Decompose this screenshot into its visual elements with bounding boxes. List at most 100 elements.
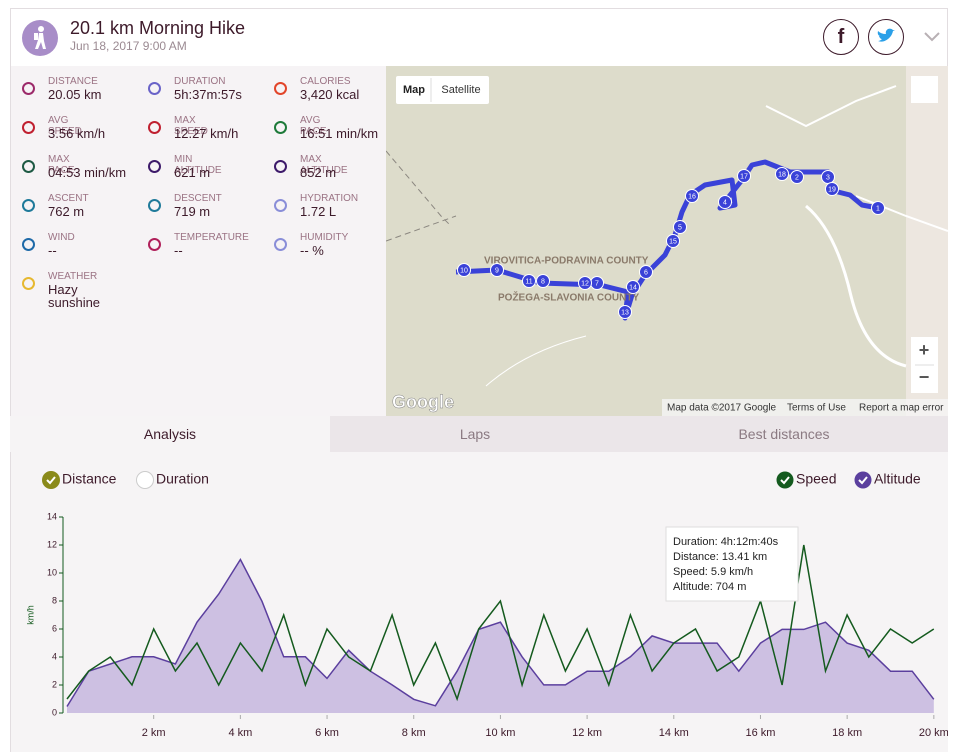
stat-icon [274, 199, 287, 212]
waypoint-label: 17 [740, 173, 748, 180]
stat-icon [22, 199, 35, 212]
waypoint-label: 18 [778, 171, 786, 178]
waypoint-label: 15 [669, 238, 677, 245]
region-label: POŽEGA-SLAVONIA COUNTY [498, 291, 639, 304]
stat-value: -- % [300, 243, 324, 258]
check-mark [780, 476, 790, 485]
tooltip-line: Duration: 4h:12m:40s [673, 536, 779, 548]
facebook-button[interactable]: f [823, 19, 859, 55]
altitude-area [67, 559, 934, 713]
hiker-icon [34, 26, 46, 49]
tooltip-line: Speed: 5.9 km/h [673, 566, 753, 578]
waypoint [673, 220, 687, 234]
waypoint-label: 9 [495, 267, 499, 274]
waypoint-label: 7 [595, 280, 599, 287]
stat-value: 1.72 L [300, 204, 337, 219]
check-mark [46, 476, 56, 485]
stat-icon [22, 82, 35, 95]
map-button[interactable]: Map [403, 84, 425, 96]
region-label: VIROVITICA-PODRAVINA COUNTY [484, 256, 649, 267]
map-attribution[interactable]: Report a map error [859, 403, 944, 414]
x-tick-label: 6 km [315, 727, 339, 739]
waypoint [790, 170, 804, 184]
stat-icon [274, 160, 287, 173]
tab[interactable]: Best distances [620, 416, 948, 452]
waypoint [685, 189, 699, 203]
x-mode-toggle[interactable] [42, 471, 60, 489]
y-tick-label: 6 [52, 623, 57, 633]
stat-label: DESCENT [174, 193, 222, 204]
stat-label: WIND [48, 232, 75, 243]
stat-value: 5h:37m:57s [174, 87, 242, 102]
waypoint [639, 265, 653, 279]
stat-icon [274, 82, 287, 95]
x-mode-label[interactable]: Duration [156, 471, 209, 487]
waypoint [522, 274, 536, 288]
waypoint [775, 167, 789, 181]
waypoint-label: 14 [629, 284, 637, 291]
stat-label: MAX PACE [48, 154, 75, 176]
collapse-chevron[interactable] [922, 30, 942, 44]
stat-label: MAX SPEED [174, 115, 208, 137]
waypoint-label: 19 [828, 186, 836, 193]
x-mode-toggle[interactable] [136, 471, 154, 489]
stat-label: AVG SPEED [48, 115, 82, 137]
waypoint [536, 274, 550, 288]
stat-value: -- [48, 243, 57, 258]
stat-label: DURATION [174, 76, 226, 87]
stat-label: CALORIES [300, 76, 351, 87]
stat-label: ASCENT [48, 193, 89, 204]
stat-icon [148, 121, 161, 134]
stat-label: HYDRATION [300, 193, 359, 204]
y-tick-label: 0 [52, 707, 57, 717]
x-tick-label: 14 km [659, 727, 689, 739]
x-tick-label: 10 km [485, 727, 515, 739]
twitter-button[interactable] [868, 19, 904, 55]
stat-value: 20.05 km [48, 87, 102, 102]
waypoint-label: 10 [460, 267, 468, 274]
waypoint [457, 263, 471, 277]
stat-icon [148, 160, 161, 173]
map-attribution[interactable]: Terms of Use [787, 403, 846, 414]
title: 20.1 km Morning Hike [70, 18, 246, 38]
stats-panel [11, 66, 386, 416]
legend-marker[interactable] [776, 471, 794, 489]
x-tick-label: 20 km [919, 727, 948, 739]
stat-icon [148, 82, 161, 95]
stat-icon [22, 277, 35, 290]
y-tick-label: 14 [47, 511, 57, 521]
map-button[interactable]: Satellite [441, 84, 480, 96]
stat-value: 621 m [174, 165, 211, 180]
fullscreen-button[interactable] [911, 76, 938, 103]
waypoint [618, 305, 632, 319]
speed-line [66, 544, 935, 702]
map-attribution: Map data ©2017 Google [667, 403, 777, 414]
waypoint [666, 234, 680, 248]
tab[interactable]: Laps [330, 416, 620, 452]
stat-label: AVG PACE [300, 115, 327, 137]
stat-value: 762 m [48, 204, 85, 219]
twitter-icon [877, 28, 895, 42]
x-mode-label[interactable]: Distance [62, 471, 117, 487]
map: Map Satellite + − VIROVITICA-PODRAVINA COUNT… [386, 66, 948, 416]
map-brand: Google [392, 392, 454, 412]
waypoint-label: 5 [678, 224, 682, 231]
stat-value: 852 m [300, 165, 337, 180]
x-tick-label: 8 km [402, 727, 426, 739]
zoom-in[interactable]: + [919, 340, 930, 360]
tab[interactable]: Analysis [10, 416, 330, 452]
stat-value: Hazy sunshine [48, 282, 101, 310]
stat-icon [148, 238, 161, 251]
stat-icon [148, 199, 161, 212]
stat-icon [22, 160, 35, 173]
x-tick-label: 12 km [572, 727, 602, 739]
waypoint [737, 169, 751, 183]
check-mark [858, 476, 868, 485]
legend-marker[interactable] [854, 471, 872, 489]
legend-label[interactable]: Altitude [874, 471, 921, 487]
waypoint-label: 13 [621, 309, 629, 316]
legend-label[interactable]: Speed [796, 471, 836, 487]
stat-icon [22, 121, 35, 134]
zoom-out[interactable]: − [919, 367, 930, 387]
